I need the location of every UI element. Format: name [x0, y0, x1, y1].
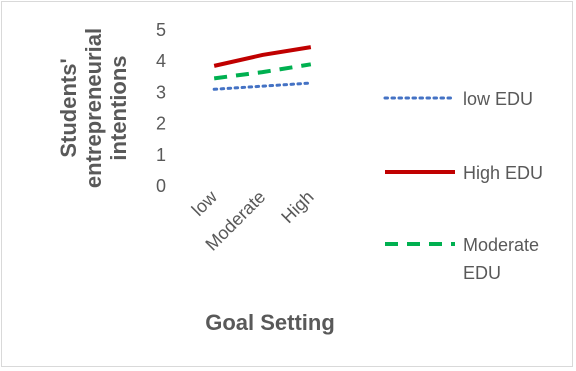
y-tick-label: 0 — [156, 176, 166, 196]
y-axis-title-line: intentions — [106, 55, 131, 160]
legend-label: Moderate — [463, 235, 539, 255]
legend-label: EDU — [463, 263, 501, 283]
y-tick-label: 4 — [156, 51, 166, 71]
y-axis-ticks: 0 1 2 3 4 5 — [156, 20, 166, 196]
x-tick-label: High — [277, 187, 317, 227]
y-tick-label: 3 — [156, 82, 166, 102]
y-axis-title-line: Students' — [56, 58, 81, 157]
y-tick-label: 1 — [156, 145, 166, 165]
series-line-moderate-edu — [213, 62, 312, 81]
x-tick-label: low — [188, 186, 222, 220]
legend-label: low EDU — [463, 89, 533, 109]
y-tick-label: 5 — [156, 20, 166, 40]
legend: low EDU High EDU Moderate EDU — [383, 89, 543, 283]
series-lines — [212, 45, 313, 91]
chart-frame — [1, 1, 573, 367]
y-tick-label: 2 — [156, 114, 166, 134]
y-axis-title: Students' entrepreneurial intentions — [56, 28, 131, 188]
y-axis-title-line: entrepreneurial — [81, 28, 106, 188]
series-line-high-edu — [213, 45, 312, 68]
legend-label: High EDU — [463, 163, 543, 183]
x-axis-title: Goal Setting — [205, 310, 335, 335]
